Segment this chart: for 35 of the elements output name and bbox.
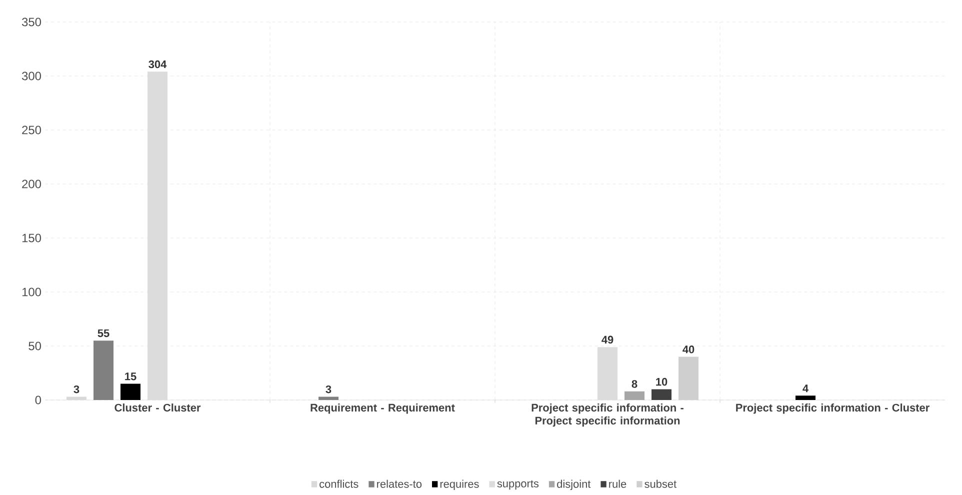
data-label: 8 <box>632 380 638 388</box>
data-label: 3 <box>326 385 332 394</box>
y-tick-label: 50 <box>28 342 42 350</box>
x-tick-label: Project specific information - Project specific information <box>532 404 684 427</box>
legend-label: requires <box>440 480 479 490</box>
data-label: 55 <box>98 329 110 338</box>
data-label: 40 <box>682 346 694 354</box>
legend-label: relates-to <box>377 480 422 488</box>
y-tick-label: 350 <box>22 18 42 26</box>
y-tick-label: 100 <box>22 288 42 296</box>
legend-label: subset <box>644 480 676 488</box>
bar <box>652 389 672 400</box>
data-label: 10 <box>656 378 668 386</box>
y-tick-label: 0 <box>35 396 42 404</box>
bar <box>94 340 114 400</box>
legend-label: rule <box>609 480 626 488</box>
bar <box>624 391 645 400</box>
y-tick-label: 150 <box>22 234 42 242</box>
data-label: 15 <box>125 372 136 380</box>
y-tick-label: 250 <box>22 126 42 134</box>
bar <box>120 384 140 400</box>
legend-label: disjoint <box>557 480 591 490</box>
bar <box>318 396 338 400</box>
legend-label: conflicts <box>320 480 358 488</box>
x-tick-label: Project specific information - Cluster <box>736 404 930 414</box>
y-tick-label: 300 <box>22 72 42 80</box>
data-label: 49 <box>602 336 614 344</box>
x-tick-label: Cluster - Cluster <box>114 404 201 412</box>
y-tick-label: 200 <box>22 180 42 188</box>
data-label: 304 <box>148 60 167 68</box>
data-label: 3 <box>74 385 80 394</box>
data-label: 4 <box>802 384 808 392</box>
bar <box>796 396 816 400</box>
legend-label: supports <box>497 480 539 490</box>
x-tick-label: Requirement - Requirement <box>310 404 455 414</box>
